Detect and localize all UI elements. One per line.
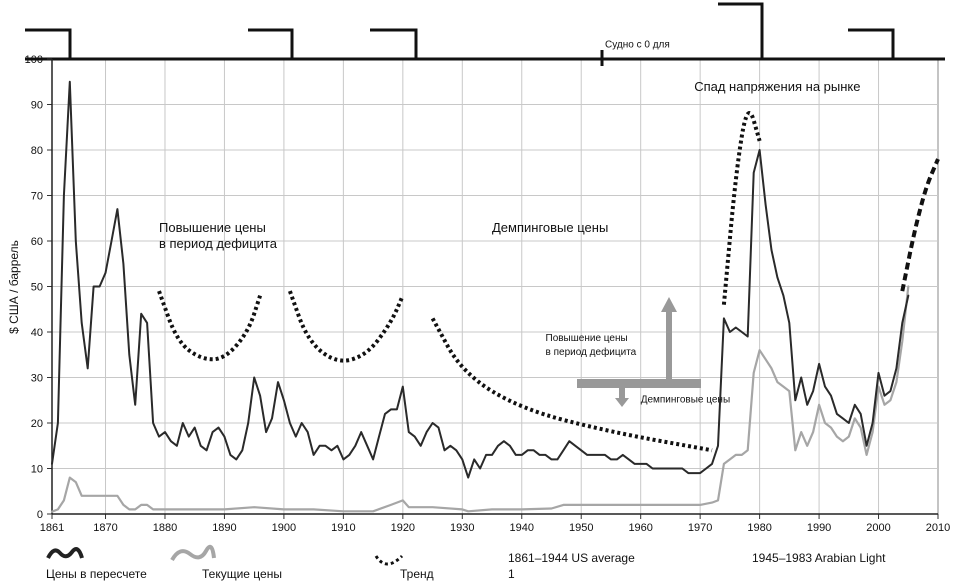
legend: Цены в пересчете Текущие цены Тренд 1861–19… <box>46 544 886 581</box>
legend-swatch-current <box>170 544 216 562</box>
axes: 1861 1870 1880 1890 1900 1910 1920 1930 1940 1950… <box>25 54 951 534</box>
y-tick-label: 20 <box>31 418 43 430</box>
annotation-label: в период дефицита <box>546 346 637 358</box>
legend-label: 1 <box>508 567 515 581</box>
x-tick-label: 1910 <box>331 522 355 534</box>
y-tick-label: 90 <box>31 100 43 112</box>
x-tick-label: 1940 <box>510 522 534 534</box>
trend-curve <box>288 290 405 363</box>
y-tick-label: 30 <box>31 373 43 385</box>
annotation-label: Спад напряжения на рынке <box>694 79 860 94</box>
trend-curve <box>157 290 263 362</box>
y-tick-label: 70 <box>31 191 43 203</box>
trend-curve <box>721 111 762 305</box>
x-tick-label: 1970 <box>688 522 712 534</box>
trend-lines <box>157 111 940 453</box>
y-tick-label: 0 <box>37 509 43 521</box>
legend-label: Текущие цены <box>202 567 282 581</box>
down-arrow-icon <box>615 388 629 407</box>
x-tick-label: 2000 <box>866 522 890 534</box>
x-tick-label: 1880 <box>153 522 177 534</box>
x-tick-label: 1870 <box>93 522 117 534</box>
x-tick-label: 1960 <box>628 522 652 534</box>
bracket-1 <box>25 28 72 59</box>
legend-swatch-adjusted <box>46 547 84 559</box>
trend-curve <box>900 158 940 292</box>
y-tick-label: 10 <box>31 464 43 476</box>
x-tick-label: 1920 <box>391 522 415 534</box>
y-tick-label: 60 <box>31 236 43 248</box>
annotation-label: Демпинговые цены <box>641 395 730 406</box>
legend-label: Цены в пересчете <box>46 567 147 581</box>
annotation-label: Судно с 0 для <box>605 40 670 51</box>
up-arrow-icon <box>661 297 677 384</box>
grid <box>51 58 939 515</box>
y-tick-label: 80 <box>31 145 43 157</box>
bracket-3 <box>370 28 418 59</box>
x-tick-label: 1980 <box>747 522 771 534</box>
annotation-label: в период дефицита <box>159 236 278 251</box>
series <box>50 80 910 513</box>
y-axis-label: $ США / баррель <box>7 240 21 334</box>
legend-swatch-trend <box>374 554 404 566</box>
y-tick-label: 40 <box>31 327 43 339</box>
x-tick-label: 1950 <box>569 522 593 534</box>
annotation-label: Демпинговые цены <box>492 220 608 235</box>
top-event-brackets <box>25 2 945 66</box>
x-tick-label: 2010 <box>926 522 950 534</box>
legend-label: 1945–1983 Arabian Light <box>752 551 886 565</box>
annotation-label: Повышение цены <box>546 333 628 344</box>
legend-label: 1861–1944 US average <box>508 551 635 565</box>
y-tick-label: 100 <box>25 54 43 66</box>
bracket-2 <box>248 28 294 59</box>
series-line-adjusted <box>51 80 910 479</box>
annotation-label: Повышение цены <box>159 220 266 235</box>
bracket-5 <box>848 28 895 59</box>
horizontal-bar <box>577 379 701 388</box>
x-tick-label: 1990 <box>807 522 831 534</box>
series-line-current <box>50 285 910 513</box>
x-tick-label: 1890 <box>212 522 236 534</box>
bracket-4 <box>718 2 764 59</box>
direction-arrows <box>577 297 701 407</box>
x-tick-label: 1861 <box>40 522 64 534</box>
x-tick-label: 1900 <box>272 522 296 534</box>
y-tick-label: 50 <box>31 282 43 294</box>
x-tick-label: 1930 <box>450 522 474 534</box>
legend-label: Тренд <box>400 567 434 581</box>
